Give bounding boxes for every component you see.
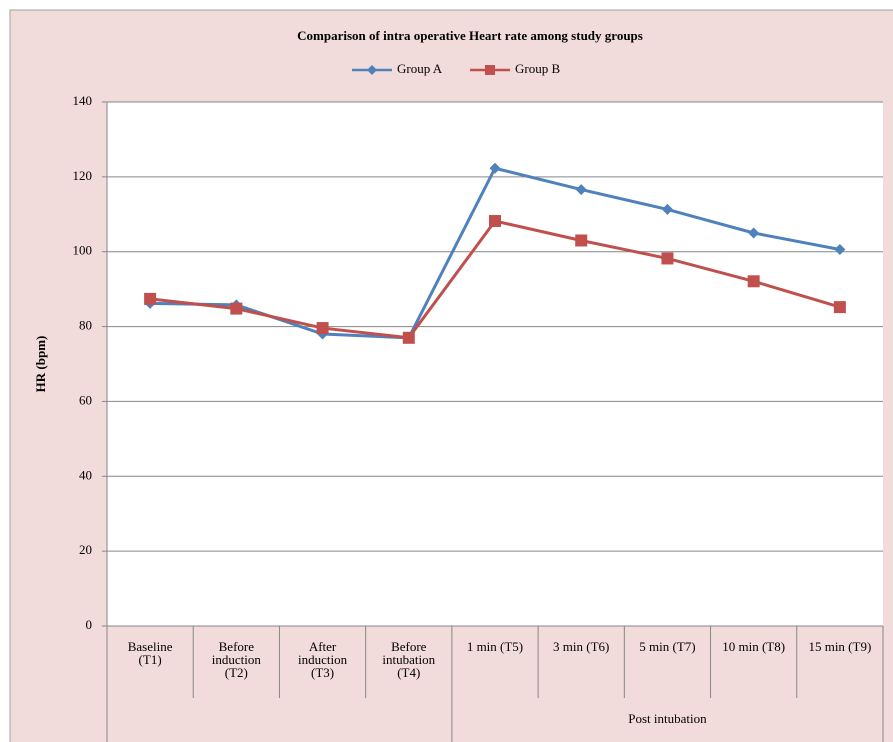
data-point: [489, 215, 501, 228]
y-tick-label: 60: [79, 392, 92, 407]
data-point: [834, 243, 846, 255]
x-tick-label: 3 min (T6): [553, 639, 610, 654]
data-point: [144, 292, 157, 305]
x-tick-label: Baseline (T1): [127, 639, 173, 667]
x-tick-label: 1 min (T5): [466, 639, 524, 654]
y-axis-label: HR (bpm): [33, 336, 48, 393]
data-point: [748, 227, 760, 239]
y-tick-label: 0: [86, 617, 93, 632]
x-tick-label: After induction (T3): [297, 639, 348, 680]
chart-title: Comparison of intra operative Heart rate…: [297, 28, 643, 43]
data-point: [833, 301, 846, 314]
legend-label: Group B: [515, 61, 560, 76]
y-tick-label: 140: [73, 93, 93, 108]
y-tick-label: 20: [79, 542, 92, 557]
data-point: [489, 162, 501, 174]
plot-area: [107, 102, 883, 626]
y-tick-label: 40: [79, 467, 92, 482]
x-tick-label: Before induction (T2): [211, 639, 261, 680]
legend-marker: [367, 65, 377, 75]
data-point: [747, 275, 760, 288]
legend-label: Group A: [397, 61, 443, 76]
data-point: [575, 184, 587, 196]
data-point: [230, 302, 243, 315]
data-point: [575, 234, 588, 247]
y-tick-label: 100: [73, 243, 93, 258]
legend-marker: [485, 65, 495, 75]
category-group-label: Post intubation: [628, 711, 707, 726]
x-tick-label: 10 min (T8): [722, 639, 786, 654]
x-tick-label: 5 min (T7): [639, 639, 696, 654]
data-point: [316, 322, 329, 335]
y-tick-label: 80: [79, 318, 92, 333]
x-tick-label: 15 min (T9): [808, 639, 872, 654]
x-tick-label: Before intubation (T4): [382, 639, 436, 680]
data-point: [661, 203, 673, 215]
data-point: [661, 252, 674, 265]
y-tick-label: 120: [73, 168, 93, 183]
data-point: [402, 331, 415, 344]
